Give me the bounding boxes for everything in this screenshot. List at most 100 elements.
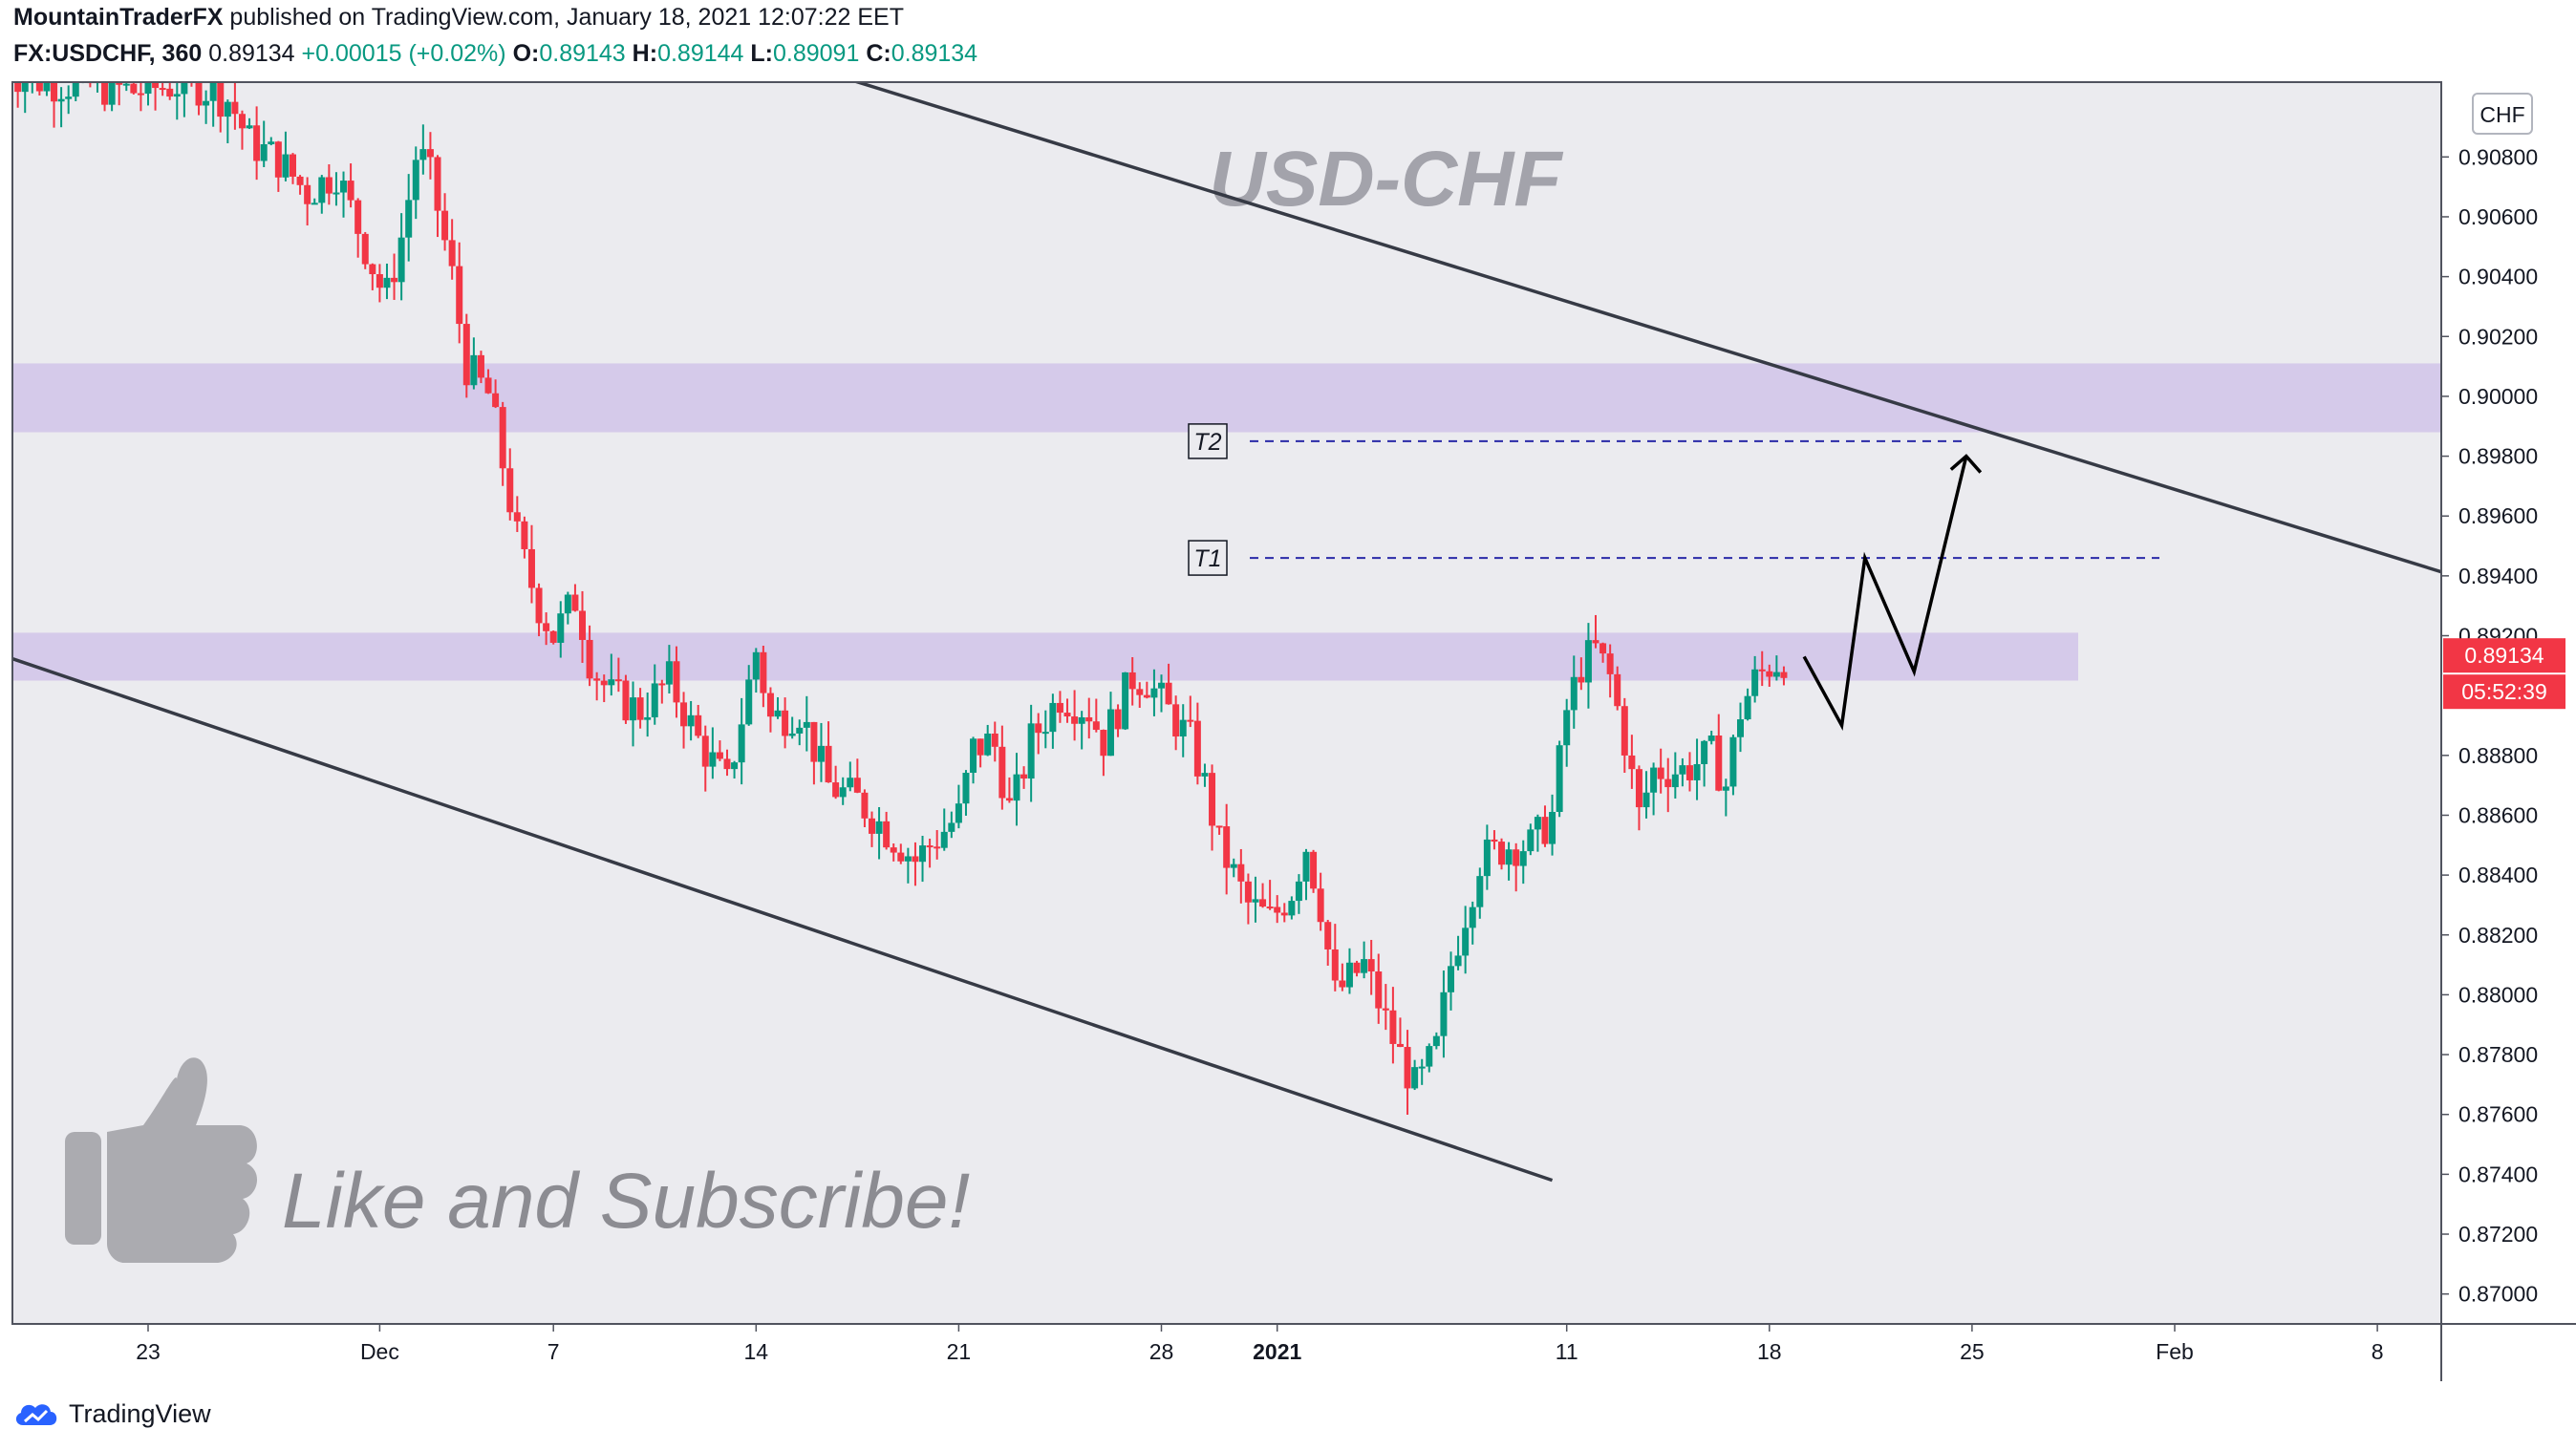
candle-body <box>766 693 774 717</box>
candle-body <box>1440 992 1448 1036</box>
candle-body <box>998 746 1006 799</box>
candle-body <box>1041 732 1049 735</box>
candle-body <box>970 738 977 774</box>
price-tick-label: 0.89600 <box>2458 503 2538 528</box>
candle-body <box>376 274 383 288</box>
candle-body <box>1729 736 1737 787</box>
candle-body <box>557 613 565 643</box>
candle-body <box>1237 864 1245 882</box>
last-value: 0.89134 <box>208 40 295 67</box>
chart[interactable]: USD-CHF Like and Subscribe! T2 T1 0.90800… <box>0 0 2576 1395</box>
candle-body <box>86 82 94 84</box>
candle-body <box>246 125 253 129</box>
candle-body <box>644 716 652 720</box>
close-value: 0.89134 <box>891 40 978 67</box>
price-tick-label: 0.88600 <box>2458 802 2538 827</box>
brand-name: TradingView <box>69 1399 211 1428</box>
candle-body <box>0 70 7 72</box>
candle-body <box>1085 716 1093 722</box>
candle-body <box>1657 767 1664 779</box>
candle-body <box>1635 769 1642 808</box>
price-tick-label: 0.88400 <box>2458 863 2538 887</box>
low-value: 0.89091 <box>773 40 860 67</box>
candle-body <box>1128 672 1136 690</box>
candle-body <box>1035 723 1042 734</box>
time-tick-label: 28 <box>1149 1339 1174 1364</box>
candle-body <box>35 82 43 92</box>
candle-body <box>1266 906 1274 909</box>
candle-body <box>253 125 261 161</box>
publisher-name[interactable]: MountainTraderFX <box>13 4 224 31</box>
candle-body <box>912 856 919 863</box>
candle-body <box>586 639 593 679</box>
candle-body <box>1259 899 1267 907</box>
candle-body <box>774 710 782 717</box>
candle-body <box>687 714 695 727</box>
candle-body <box>1621 706 1628 756</box>
candle-body <box>72 82 79 97</box>
candle-body <box>43 82 51 92</box>
candle-body <box>695 714 702 736</box>
candle-body <box>1549 811 1556 844</box>
candle-body <box>1295 881 1302 902</box>
candle-body <box>492 393 500 408</box>
candle-body <box>1331 949 1339 981</box>
candle-body <box>919 845 927 863</box>
time-axis[interactable]: 23 Dec 7 14 21 28 2021 11 18 25 Feb 8 <box>136 1324 2383 1364</box>
candle-body <box>1766 671 1773 677</box>
candle-body <box>1650 767 1658 793</box>
candle-body <box>1353 962 1361 973</box>
price-tick-label: 0.89400 <box>2458 564 2538 588</box>
thumbs-up-icon <box>65 1057 258 1263</box>
candle-body <box>51 82 58 102</box>
candle-body <box>1599 643 1607 654</box>
price-tick-label: 0.87400 <box>2458 1162 2538 1186</box>
candle-body <box>1056 702 1063 714</box>
publish-header: MountainTraderFX published on TradingVie… <box>13 4 904 32</box>
time-tick-label: 25 <box>1960 1339 1985 1364</box>
candle-body <box>412 160 419 201</box>
candle-body <box>1498 842 1506 865</box>
price-tick-label: 0.88800 <box>2458 743 2538 768</box>
candle-body <box>1339 980 1346 988</box>
candle-body <box>1454 955 1462 967</box>
countdown-label: 05:52:39 <box>2461 679 2547 704</box>
candle-body <box>1448 966 1454 992</box>
candle-body <box>462 324 470 386</box>
candle-body <box>217 82 225 117</box>
time-tick-label: Feb <box>2156 1339 2194 1364</box>
candle-body <box>318 177 326 203</box>
candle-body <box>1367 959 1375 972</box>
candle-body <box>1317 888 1324 923</box>
candle-body <box>456 266 463 325</box>
candlestick-series <box>0 64 1788 1115</box>
candle-body <box>926 845 934 848</box>
candle-body <box>1150 688 1158 698</box>
candle-body <box>1280 912 1288 916</box>
currency-button[interactable]: CHF <box>2472 93 2533 135</box>
candle-body <box>260 144 268 161</box>
candle-body <box>745 679 753 725</box>
channel-trendline-2 <box>12 656 1554 1183</box>
candle-body <box>760 651 767 693</box>
candle-body <box>1541 817 1549 844</box>
candle-body <box>1426 1046 1433 1067</box>
time-tick-label: Dec <box>360 1339 399 1364</box>
candle-body <box>12 82 14 83</box>
candle-body <box>1418 1066 1426 1069</box>
candle-body <box>1230 864 1237 868</box>
tradingview-logo[interactable]: TradingView <box>13 1399 211 1429</box>
time-tick-label: 2021 <box>1253 1339 1301 1364</box>
zone-1 <box>12 363 2441 433</box>
candle-body <box>188 64 195 73</box>
candle-body <box>527 548 535 588</box>
projection-arrowhead <box>1949 454 1983 474</box>
candle-body <box>108 82 116 105</box>
candle-body <box>955 803 962 823</box>
candle-body <box>499 407 506 469</box>
price-tick-label: 0.88000 <box>2458 982 2538 1007</box>
candle-body <box>1382 1008 1389 1011</box>
candle-body <box>1772 672 1780 677</box>
price-axis[interactable]: 0.90800 0.90600 0.90400 0.90200 0.90000 0.898… <box>2441 144 2538 1307</box>
candle-body <box>1685 765 1693 780</box>
